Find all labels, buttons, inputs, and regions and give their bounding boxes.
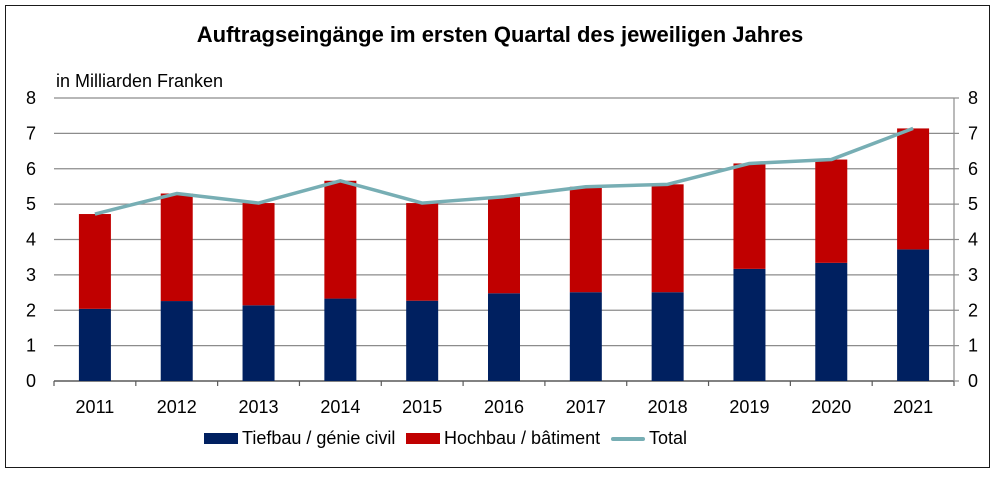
x-tick-label: 2014 xyxy=(320,397,360,417)
x-tick-label: 2021 xyxy=(893,397,933,417)
bar-tiefbau-2013 xyxy=(242,305,275,381)
y2-tick-label: 0 xyxy=(968,371,978,391)
legend-swatch-hochbau xyxy=(406,433,440,444)
x-tick-label: 2011 xyxy=(76,397,115,417)
x-tick-label: 2015 xyxy=(402,397,442,417)
y2-tick-label: 2 xyxy=(968,300,978,320)
y-tick-label: 7 xyxy=(26,123,36,143)
bar-hochbau-2020 xyxy=(815,159,848,263)
y2-tick-label: 3 xyxy=(968,265,978,285)
legend-label-total: Total xyxy=(649,428,688,448)
y-tick-label: 4 xyxy=(26,230,36,250)
x-tick-label: 2019 xyxy=(729,397,769,417)
legend-swatch-tiefbau xyxy=(204,433,238,444)
y2-tick-label: 6 xyxy=(968,159,978,179)
legend-label-hochbau: Hochbau / bâtiment xyxy=(444,428,601,448)
x-tick-label: 2016 xyxy=(484,397,524,417)
y-tick-label: 5 xyxy=(26,194,36,214)
bar-tiefbau-2021 xyxy=(897,249,930,381)
bar-tiefbau-2015 xyxy=(406,300,439,381)
bar-hochbau-2011 xyxy=(78,214,111,309)
x-tick-label: 2013 xyxy=(239,397,279,417)
x-tick-label: 2017 xyxy=(566,397,606,417)
bar-hochbau-2019 xyxy=(733,163,766,269)
bar-hochbau-2013 xyxy=(242,203,275,306)
y-tick-label: 0 xyxy=(26,371,36,391)
legend-item-total: Total xyxy=(611,428,687,449)
unit-label: in Milliarden Franken xyxy=(56,71,224,91)
legend-item-hochbau: Hochbau / bâtiment xyxy=(406,428,600,449)
legend-item-tiefbau: Tiefbau / génie civil xyxy=(204,428,395,449)
bar-tiefbau-2016 xyxy=(488,293,520,381)
x-tick-label: 2018 xyxy=(648,397,688,417)
y-tick-label: 6 xyxy=(26,159,36,179)
bar-tiefbau-2018 xyxy=(651,292,684,381)
bar-hochbau-2015 xyxy=(406,203,439,301)
y-tick-label: 1 xyxy=(26,336,36,356)
y2-tick-label: 1 xyxy=(968,336,978,356)
bar-tiefbau-2017 xyxy=(569,292,602,381)
bar-tiefbau-2014 xyxy=(324,298,357,381)
bar-tiefbau-2012 xyxy=(160,301,193,381)
y-tick-label: 8 xyxy=(26,88,36,108)
bar-hochbau-2012 xyxy=(160,193,193,302)
y-tick-label: 3 xyxy=(26,265,36,285)
y-tick-label: 2 xyxy=(26,300,36,320)
chart-title: Auftragseingänge im ersten Quartal des j… xyxy=(196,22,804,47)
y2-tick-label: 8 xyxy=(968,88,978,108)
legend-label-tiefbau: Tiefbau / génie civil xyxy=(242,428,396,448)
bar-tiefbau-2020 xyxy=(815,262,848,381)
legend-swatch-total xyxy=(611,436,645,441)
x-tick-label: 2020 xyxy=(811,397,851,417)
bar-hochbau-2017 xyxy=(569,186,602,293)
bar-hochbau-2016 xyxy=(488,196,520,294)
x-tick-label: 2012 xyxy=(157,397,197,417)
y2-tick-label: 5 xyxy=(968,194,978,214)
bar-tiefbau-2011 xyxy=(78,308,111,381)
y2-tick-label: 7 xyxy=(968,123,978,143)
bar-tiefbau-2019 xyxy=(733,268,766,381)
y2-tick-label: 4 xyxy=(968,230,978,250)
bar-hochbau-2021 xyxy=(897,128,930,250)
legend: Tiefbau / génie civil Hochbau / bâtiment… xyxy=(0,428,1000,452)
bar-hochbau-2018 xyxy=(651,184,684,293)
bar-hochbau-2014 xyxy=(324,180,357,299)
